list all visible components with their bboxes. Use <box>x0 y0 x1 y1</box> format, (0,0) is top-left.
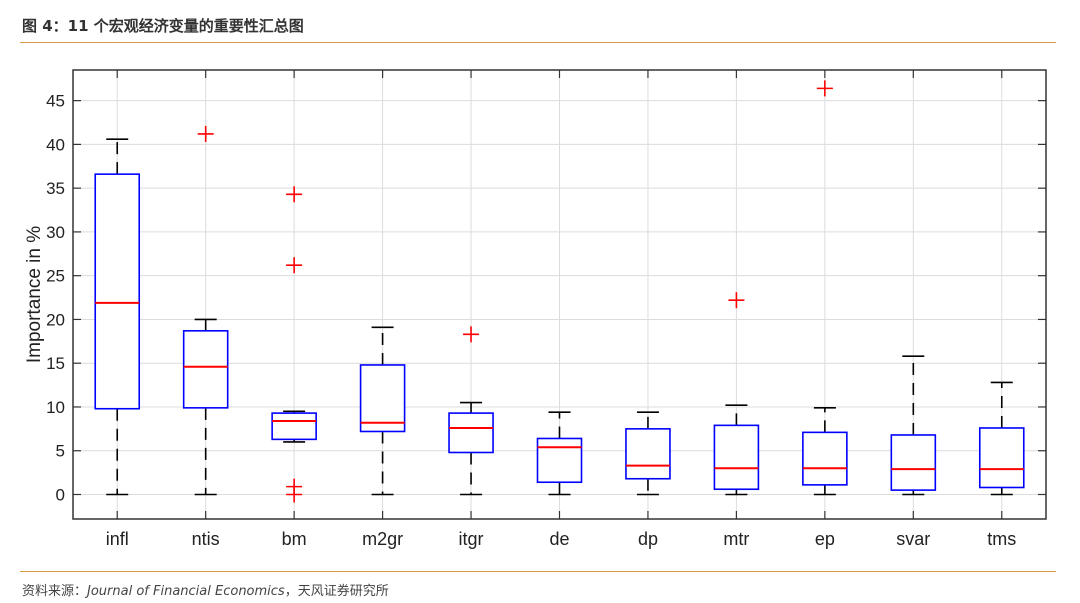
outlier-marker <box>728 292 745 309</box>
source-journal: Journal of Financial Economics <box>87 584 285 599</box>
outlier-marker <box>286 486 303 503</box>
iqr-box <box>625 428 671 480</box>
x-tick-label-de: de <box>549 529 569 549</box>
y-tick-label: 5 <box>56 442 65 461</box>
outlier-marker <box>463 326 480 343</box>
y-tick-label: 15 <box>46 354 65 373</box>
x-tick-label-dp: dp <box>638 529 658 549</box>
x-tick-label-ep: ep <box>815 529 835 549</box>
box-de <box>536 411 583 496</box>
iqr-box <box>182 330 229 409</box>
x-tick-label-m2gr: m2gr <box>362 529 403 549</box>
iqr-box <box>94 173 141 410</box>
header-divider <box>20 42 1056 43</box>
box-m2gr <box>359 326 406 496</box>
box-itgr <box>448 326 494 496</box>
x-tick-label-ntis: ntis <box>192 529 220 549</box>
y-tick-label: 45 <box>46 92 65 111</box>
box-ntis <box>182 125 229 496</box>
source-note: 资料来源：Journal of Financial Economics，天风证券… <box>22 580 389 599</box>
iqr-box <box>448 412 494 454</box>
source-suffix: ，天风证券研究所 <box>284 584 389 599</box>
y-tick-label: 10 <box>46 398 65 417</box>
iqr-box <box>713 424 760 491</box>
outlier-marker <box>197 125 214 142</box>
iqr-box <box>271 412 317 441</box>
y-axis-label: Importance in % <box>24 226 45 363</box>
outlier-marker <box>286 257 303 274</box>
x-tick-label-tms: tms <box>987 529 1016 549</box>
y-tick-label: 25 <box>46 267 65 286</box>
y-tick-label: 20 <box>46 310 65 329</box>
box-svar <box>890 355 937 496</box>
box-infl <box>94 138 141 496</box>
iqr-box <box>802 431 848 486</box>
box-bm <box>271 186 317 503</box>
box-ep <box>802 80 848 496</box>
outlier-marker <box>816 80 833 97</box>
x-tick-label-bm: bm <box>282 529 307 549</box>
x-tick-label-mtr: mtr <box>723 529 749 549</box>
y-tick-label: 35 <box>46 179 65 198</box>
iqr-box <box>536 437 583 484</box>
iqr-box <box>359 364 406 433</box>
x-tick-label-itgr: itgr <box>459 529 484 549</box>
plot-layer <box>94 80 1025 503</box>
box-mtr <box>713 292 760 496</box>
iqr-box <box>978 427 1025 489</box>
axis-layer: 0 5 10 15 20 25 30 35 40 45 infl ntis bm m2gr itgr de dp… <box>46 70 1046 549</box>
footer-divider <box>20 571 1056 572</box>
outlier-marker <box>286 186 303 203</box>
box-dp <box>625 411 671 496</box>
x-tick-label-svar: svar <box>896 529 930 549</box>
iqr-box <box>890 434 937 491</box>
y-tick-label: 40 <box>46 135 65 154</box>
source-prefix: 资料来源： <box>22 584 88 599</box>
y-tick-label: 30 <box>46 223 65 242</box>
figure-title: 图 4：11 个宏观经济变量的重要性汇总图 <box>22 17 304 35</box>
y-tick-label: 0 <box>56 485 65 504</box>
box-tms <box>978 381 1025 496</box>
x-tick-label-infl: infl <box>106 529 129 549</box>
